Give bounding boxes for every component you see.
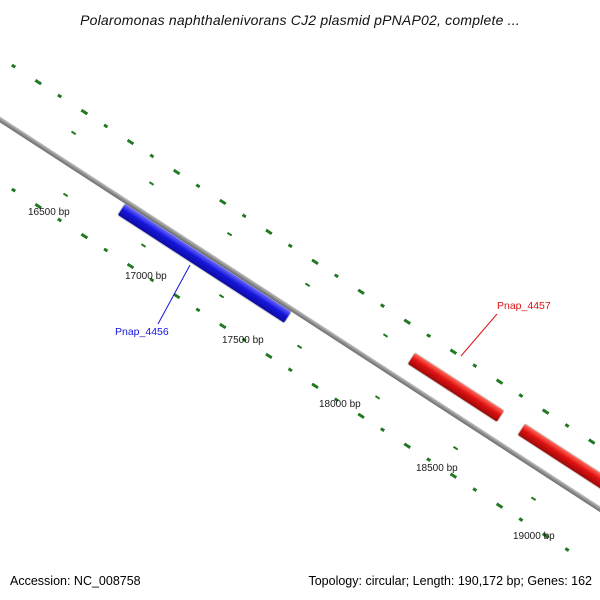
gene-label-pnap-4456[interactable]: Pnap_4456 <box>115 326 169 338</box>
gene-bar-pnap-4457[interactable] <box>408 352 505 422</box>
gene-leader-pnap-4457 <box>460 313 498 357</box>
ruler-label-16500: 16500 bp <box>28 207 70 218</box>
summary-text: Topology: circular; Length: 190,172 bp; … <box>308 574 592 588</box>
ruler-label-17000: 17000 bp <box>125 271 167 282</box>
gene-bar-pnap-4456[interactable] <box>117 203 291 323</box>
status-bar: Accession: NC_008758 Topology: circular;… <box>0 566 600 600</box>
accession-text: Accession: NC_008758 <box>10 574 141 588</box>
map-title: Polaromonas naphthalenivorans CJ2 plasmi… <box>80 12 520 28</box>
map-canvas[interactable]: 16500 bp 17000 bp 17500 bp 18000 bp 1850… <box>0 0 600 560</box>
ruler-label-18500: 18500 bp <box>416 463 458 474</box>
ruler-label-18000: 18000 bp <box>319 399 361 410</box>
tick-ring-upper <box>0 49 600 488</box>
plasmid-backbone <box>0 110 600 545</box>
tick-ring-minor-lower <box>0 142 600 560</box>
ruler-label-17500: 17500 bp <box>222 335 264 346</box>
gene-label-pnap-4457[interactable]: Pnap_4457 <box>497 300 551 312</box>
ruler-label-19000: 19000 bp <box>513 531 555 542</box>
tick-ring-lower <box>0 173 600 560</box>
